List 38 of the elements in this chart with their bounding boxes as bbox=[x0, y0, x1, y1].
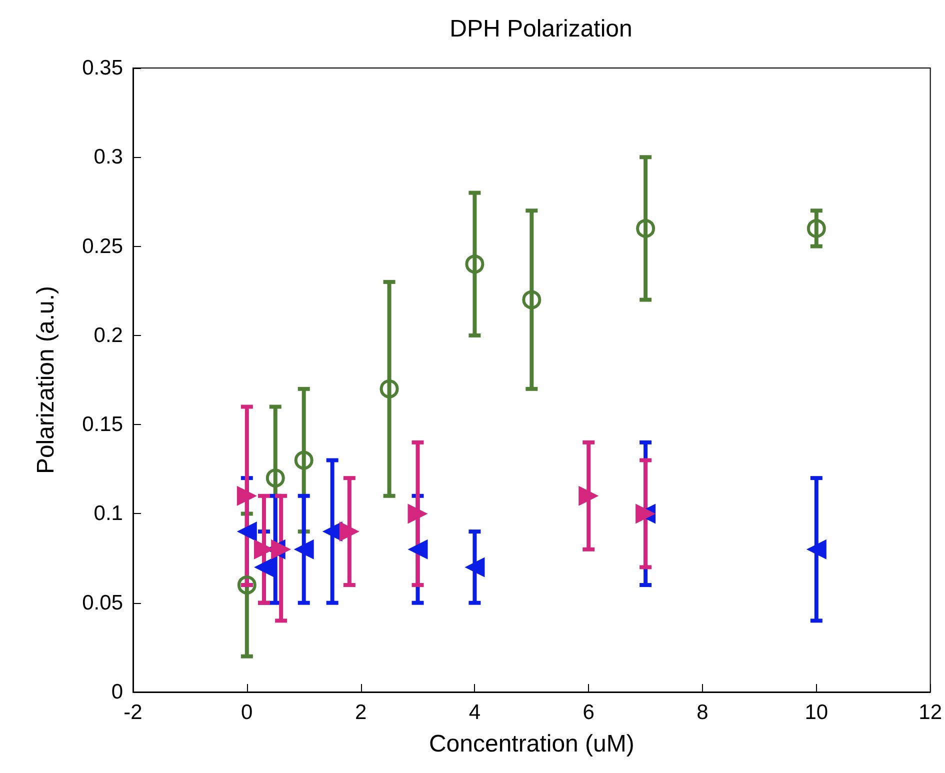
point bbox=[266, 468, 285, 488]
x-tick-label: 4 bbox=[468, 701, 481, 724]
point bbox=[339, 522, 360, 542]
y-tick-label: 0.15 bbox=[82, 413, 123, 436]
x-tick-label: 10 bbox=[804, 701, 828, 724]
chart-title: DPH Polarization bbox=[450, 16, 632, 42]
point bbox=[464, 557, 485, 578]
x-tick-label: -2 bbox=[124, 701, 142, 724]
y-tick-label: 0.05 bbox=[82, 591, 123, 614]
x-tick-label: 6 bbox=[582, 701, 594, 724]
y-tick-label: 0.35 bbox=[82, 56, 123, 80]
x-axis-title: Concentration (uM) bbox=[428, 730, 634, 758]
y-axis-title: Polarization (a.u.) bbox=[32, 286, 60, 474]
point bbox=[636, 218, 656, 238]
y-tick-label: 0.25 bbox=[82, 234, 123, 258]
y-tick-label: 0 bbox=[111, 680, 123, 704]
x-tick-label: 12 bbox=[918, 701, 942, 724]
point bbox=[522, 290, 542, 310]
point bbox=[465, 254, 484, 274]
point bbox=[236, 486, 257, 506]
point bbox=[578, 486, 599, 506]
point bbox=[294, 539, 314, 560]
y-tick-label: 0.3 bbox=[94, 146, 123, 169]
x-tick-label: 8 bbox=[696, 701, 708, 724]
x-tick-label: 0 bbox=[241, 701, 253, 724]
point bbox=[408, 539, 428, 560]
y-tick-label: 0.1 bbox=[94, 502, 123, 526]
point bbox=[236, 522, 257, 542]
y-tick-label: 0.2 bbox=[94, 324, 123, 347]
point bbox=[294, 450, 314, 470]
point bbox=[237, 576, 256, 595]
point bbox=[380, 379, 399, 398]
point bbox=[806, 539, 826, 560]
point bbox=[806, 218, 826, 238]
point bbox=[408, 504, 428, 524]
point bbox=[254, 557, 274, 578]
point bbox=[271, 539, 292, 560]
x-tick-label: 2 bbox=[354, 701, 367, 724]
